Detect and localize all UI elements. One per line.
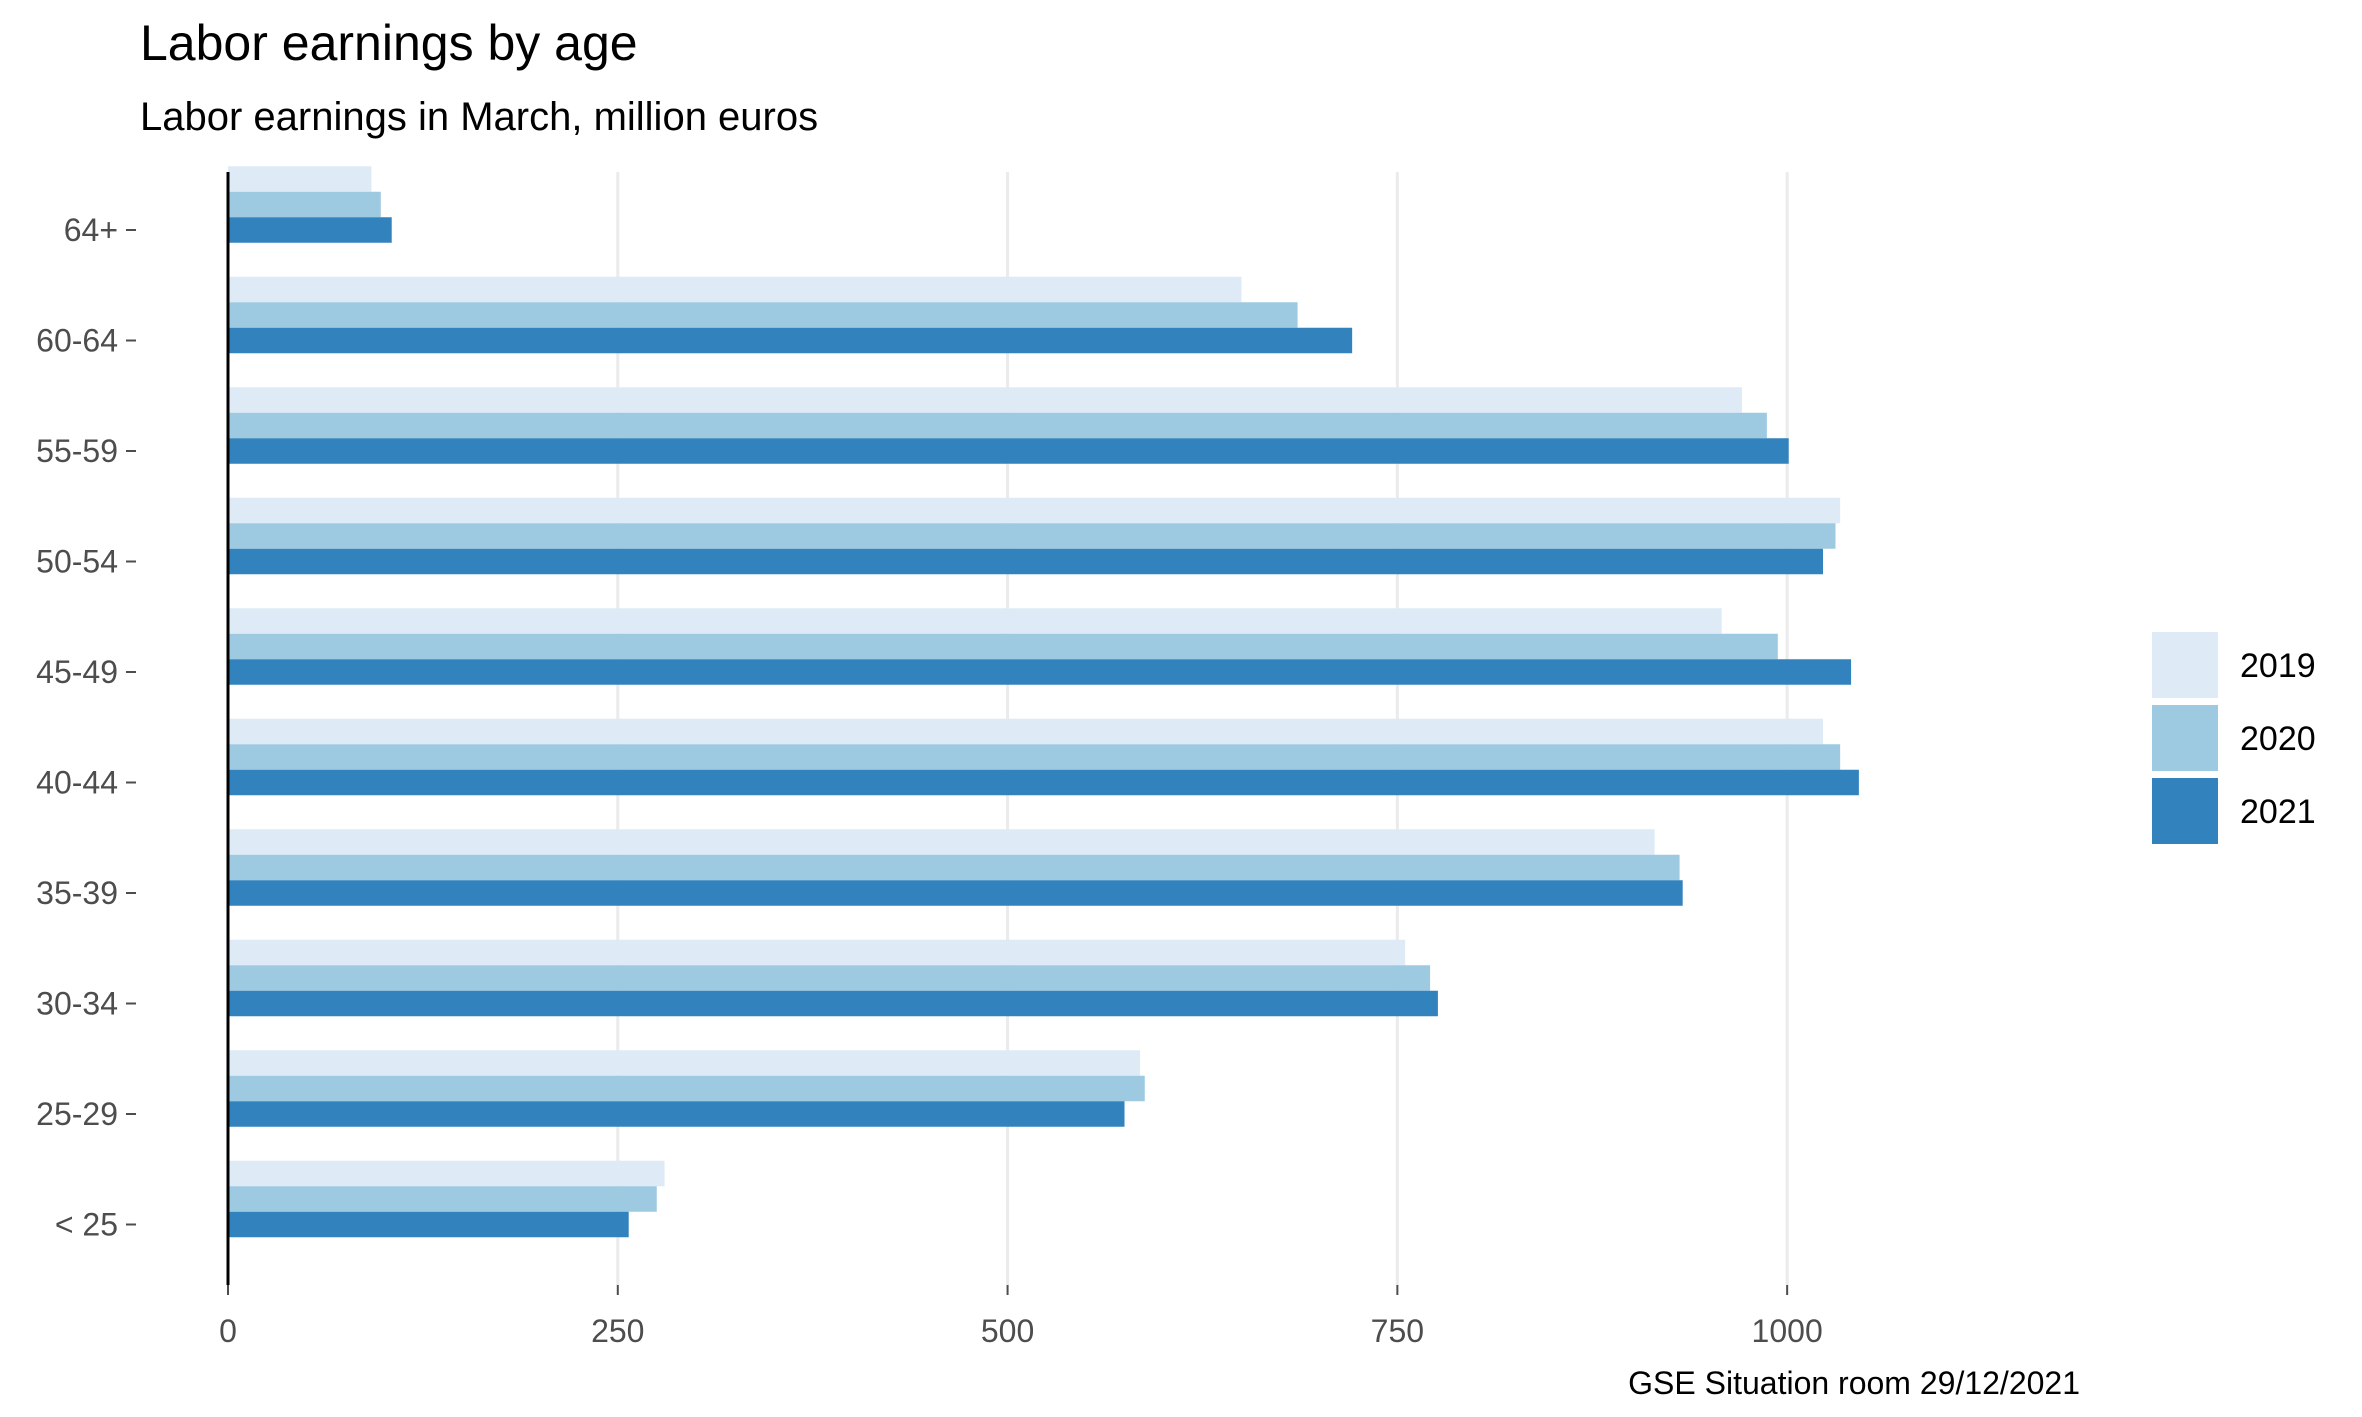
x-tick-label: 500 <box>981 1313 1034 1349</box>
legend: 2019 2020 2021 <box>2152 632 2316 844</box>
legend-label: 2019 <box>2240 647 2316 685</box>
chart-caption: GSE Situation room 29/12/2021 <box>1628 1365 2080 1401</box>
bar-2021 <box>228 880 1683 906</box>
legend-label: 2021 <box>2240 793 2316 831</box>
bar-2019 <box>228 608 1722 634</box>
bar-2021 <box>228 990 1438 1017</box>
bar-2019 <box>228 829 1655 855</box>
bar-2020 <box>228 854 1680 881</box>
y-tick-label: 25-29 <box>36 1096 118 1132</box>
y-tick-label: 40-44 <box>36 765 118 801</box>
x-tick-label: 750 <box>1371 1313 1424 1349</box>
bar-2021 <box>228 548 1824 575</box>
y-tick-label: 30-34 <box>36 986 118 1022</box>
y-tick-label: 50-54 <box>36 544 118 580</box>
y-tick-label: 35-39 <box>36 875 118 911</box>
bar-2020 <box>228 1186 657 1212</box>
bar-2020 <box>228 633 1778 660</box>
bar-2020 <box>228 1075 1145 1102</box>
y-tick-label: 64+ <box>64 212 118 248</box>
chart-title: Labor earnings by age <box>140 15 638 71</box>
y-tick-label: 45-49 <box>36 654 118 690</box>
x-axis: 0 250 500 750 1000 <box>219 1285 1823 1349</box>
bar-2021 <box>228 659 1852 685</box>
bar-2020 <box>228 744 1841 770</box>
bar-2021 <box>228 1211 629 1238</box>
bar-2021 <box>228 217 392 243</box>
legend-key <box>2152 632 2218 698</box>
y-tick-label: 60-64 <box>36 323 118 359</box>
legend-key <box>2152 705 2218 771</box>
x-tick-label: 0 <box>219 1313 237 1349</box>
x-tick-label: 1000 <box>1752 1313 1823 1349</box>
bar-2019 <box>228 1160 665 1187</box>
legend-key <box>2152 778 2218 844</box>
bar-2020 <box>228 191 381 218</box>
y-tick-label: 55-59 <box>36 433 118 469</box>
bar-2019 <box>228 1050 1141 1076</box>
bar-2020 <box>228 412 1767 439</box>
bar-2019 <box>228 387 1742 413</box>
bar-2021 <box>228 438 1789 464</box>
y-axis: 64+ 60-64 55-59 50-54 45-49 40-44 35-39 30-34 25… <box>36 212 136 1243</box>
bar-2021 <box>228 1101 1125 1127</box>
y-tick-label: < 25 <box>55 1207 118 1243</box>
bar-2019 <box>228 166 372 192</box>
bar-2020 <box>228 523 1836 549</box>
bar-2019 <box>228 939 1406 966</box>
bar-2019 <box>228 276 1242 303</box>
x-tick-label: 250 <box>591 1313 644 1349</box>
bar-2020 <box>228 302 1298 328</box>
bar-2020 <box>228 965 1431 991</box>
bar-2019 <box>228 497 1841 524</box>
bar-2021 <box>228 327 1353 354</box>
bar-2019 <box>228 718 1824 745</box>
bar-2021 <box>228 769 1859 796</box>
bars <box>228 166 1859 1238</box>
legend-label: 2020 <box>2240 720 2316 758</box>
chart-subtitle: Labor earnings in March, million euros <box>140 95 818 139</box>
